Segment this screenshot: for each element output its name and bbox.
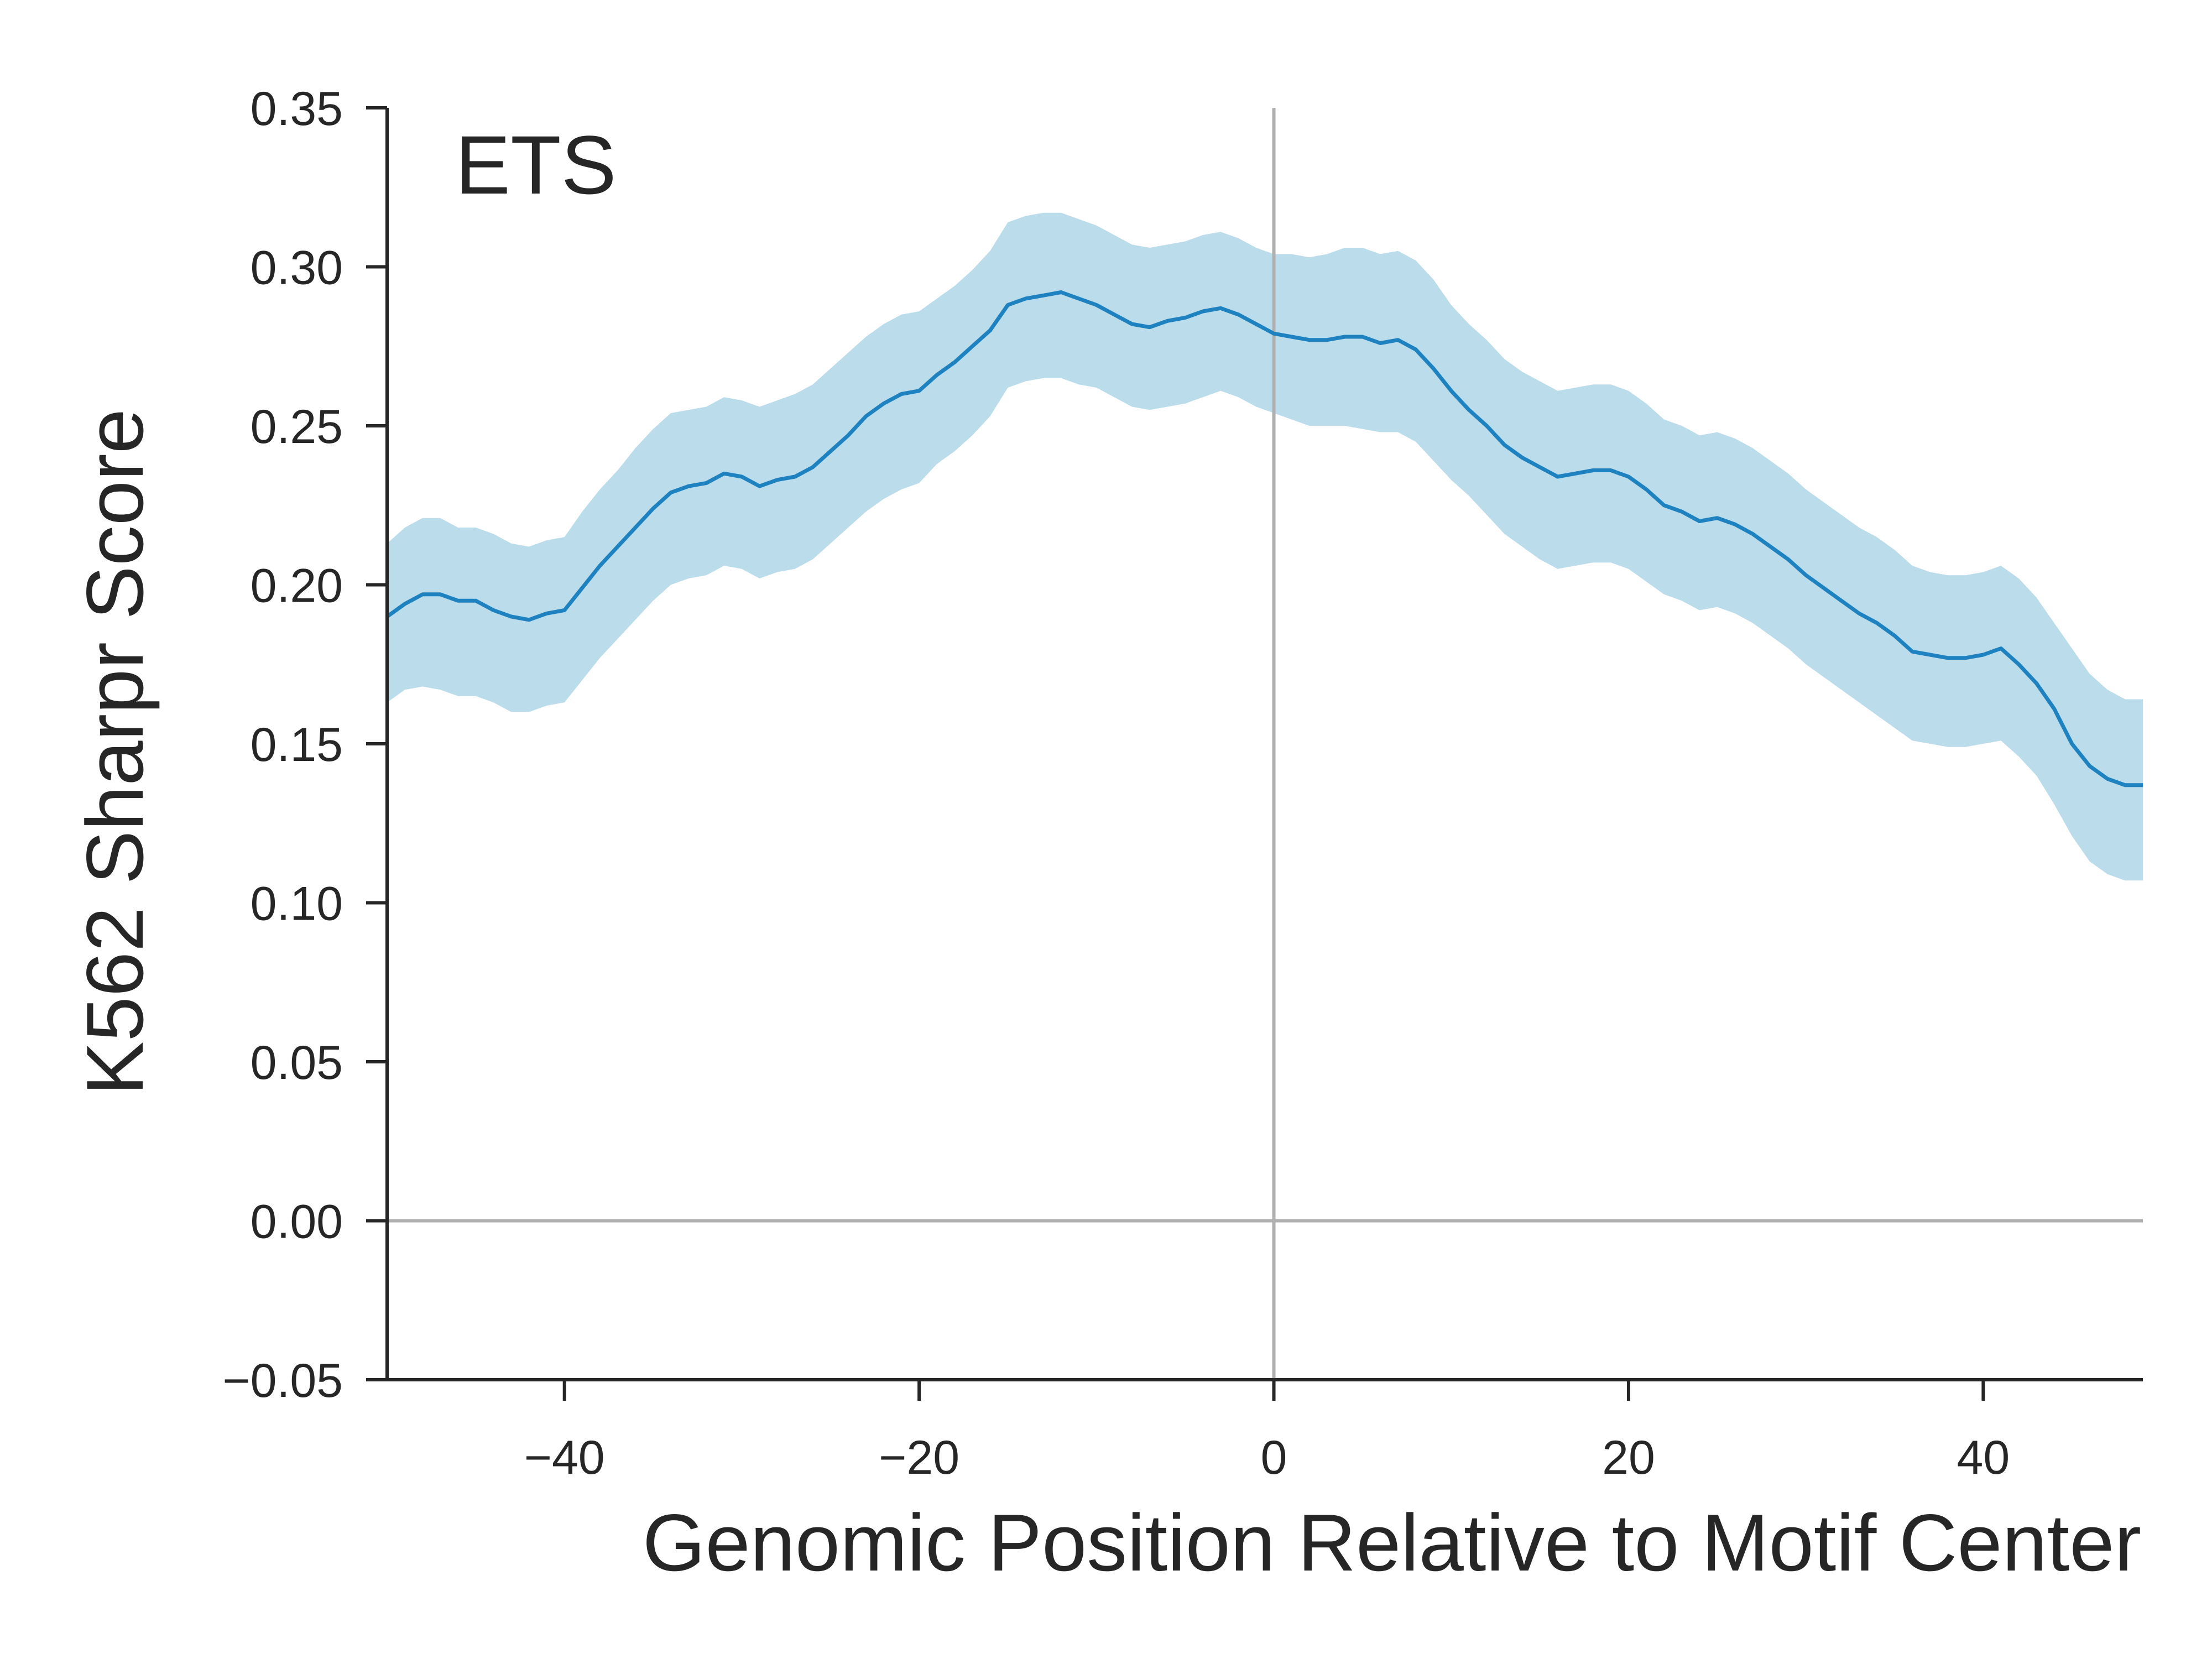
y-axis-title: K562 Sharpr Score bbox=[70, 409, 160, 1095]
plot-area bbox=[385, 108, 2143, 1380]
y-tick-label: 0.05 bbox=[251, 1036, 343, 1089]
x-tick-label: −20 bbox=[879, 1431, 959, 1484]
y-tick-label: 0.25 bbox=[251, 400, 343, 453]
motif-annotation: ETS bbox=[455, 118, 617, 211]
axes: −0.05 0.00 0.05 0.10 0.15 0.20 0.25 0.30 0.35 −4… bbox=[222, 82, 2143, 1484]
confidence-band bbox=[387, 212, 2143, 881]
y-axis-ticks: −0.05 0.00 0.05 0.10 0.15 0.20 0.25 0.30 0.35 bbox=[222, 82, 387, 1407]
y-tick-label: −0.05 bbox=[222, 1354, 343, 1407]
x-tick-label: −40 bbox=[524, 1431, 605, 1484]
y-tick-label: 0.20 bbox=[251, 560, 343, 613]
y-tick-label: 0.00 bbox=[251, 1196, 343, 1249]
x-axis-ticks: −40 −20 0 20 40 bbox=[524, 1380, 2010, 1484]
y-tick-label: 0.30 bbox=[251, 242, 343, 295]
x-tick-label: 40 bbox=[1957, 1431, 2010, 1484]
y-tick-label: 0.35 bbox=[251, 82, 343, 135]
series-line bbox=[385, 290, 2143, 787]
x-tick-label: 0 bbox=[1261, 1431, 1287, 1484]
x-axis-title: Genomic Position Relative to Motif Cente… bbox=[643, 1498, 2141, 1588]
y-tick-label: 0.10 bbox=[251, 878, 343, 931]
y-tick-label: 0.15 bbox=[251, 718, 343, 771]
x-tick-label: 20 bbox=[1602, 1431, 1655, 1484]
